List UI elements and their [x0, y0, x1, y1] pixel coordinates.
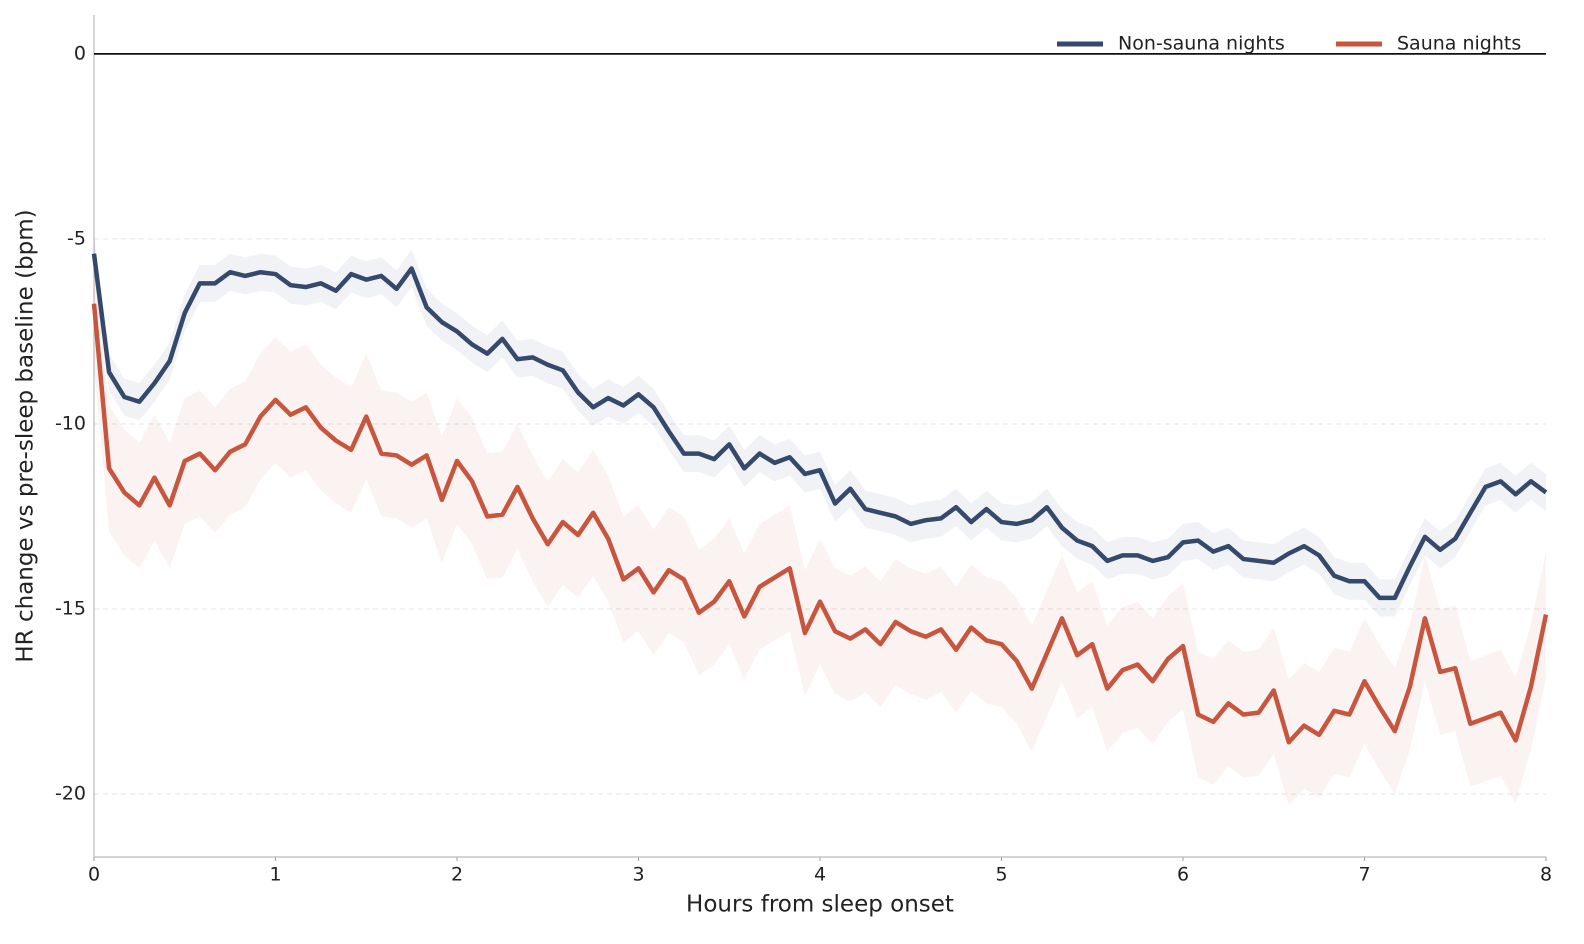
x-axis-label: Hours from sleep onset: [686, 892, 954, 918]
legend-label: Non-sauna nights: [1118, 33, 1285, 55]
x-tick-label: 5: [995, 864, 1007, 886]
legend-label: Sauna nights: [1397, 33, 1521, 55]
x-tick-label: 8: [1540, 864, 1552, 886]
y-tick-label: -10: [55, 412, 86, 434]
series-line: [91, 253, 1548, 601]
x-tick-label: 3: [632, 864, 644, 886]
x-tick-label: 0: [88, 864, 100, 886]
x-tick-label: 2: [451, 864, 463, 886]
y-tick-label: -15: [55, 598, 86, 620]
x-tick-label: 4: [814, 864, 826, 886]
x-tick-label: 1: [269, 864, 281, 886]
x-tick-label: 6: [1177, 864, 1189, 886]
x-tick-label: 7: [1358, 864, 1370, 886]
y-tick-label: -20: [55, 783, 86, 805]
y-tick-label: -5: [67, 227, 86, 249]
y-axis-label: HR change vs pre-sleep baseline (bpm): [13, 209, 39, 662]
confidence-band: [94, 240, 1546, 806]
y-tick-label: 0: [74, 42, 86, 64]
series-line: [91, 303, 1549, 745]
